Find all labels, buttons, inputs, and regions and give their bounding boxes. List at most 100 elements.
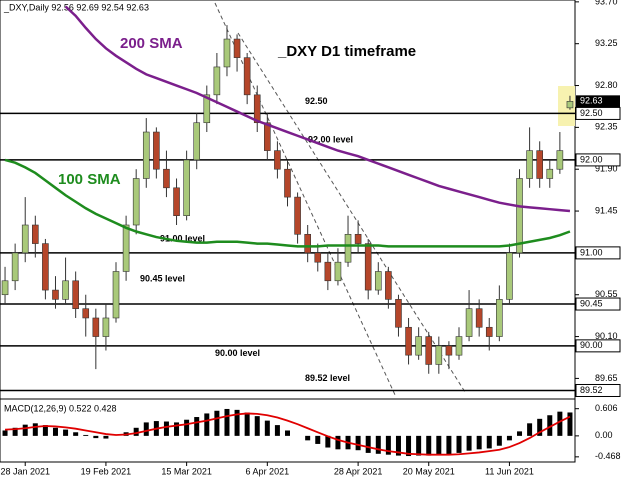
candle-body (122, 224, 130, 272)
candle-body (455, 336, 463, 356)
candle-body (233, 38, 241, 58)
price-box (575, 106, 621, 120)
macd-bar (395, 435, 401, 456)
candle-body (516, 178, 523, 254)
candle-body (264, 122, 271, 151)
macd-bar (557, 411, 563, 436)
candle-body (32, 224, 39, 244)
candle-body (193, 122, 201, 161)
candle-body (243, 57, 251, 96)
macd-bar (517, 431, 523, 436)
candle-body (546, 168, 554, 179)
candle-body (112, 271, 120, 319)
macd-bar (204, 413, 210, 436)
candle-body (52, 289, 59, 300)
candle-body (42, 243, 49, 291)
macd-bar (426, 435, 432, 456)
y-tick-label: 0.00 (595, 430, 613, 440)
price-box (575, 383, 621, 397)
macd-bar (163, 421, 169, 436)
macd-bar (52, 427, 58, 436)
candle-body (445, 345, 453, 356)
price-box (575, 246, 621, 260)
chart-title: _DXY D1 timeframe (277, 43, 416, 60)
price-label: 92.00 (580, 154, 603, 164)
series-label: 100 SMA (58, 171, 121, 188)
macd-bar (103, 435, 109, 439)
y-tick-label: 89.65 (595, 373, 618, 383)
x-tick-label: 6 Apr 2021 (246, 466, 290, 476)
macd-bar (325, 435, 331, 448)
candle-body (173, 187, 180, 217)
candle-body (163, 168, 170, 189)
macd-bar (476, 435, 482, 450)
y-tick-label: 92.35 (595, 122, 618, 132)
macd-bar (416, 435, 422, 456)
macd-bar (527, 423, 533, 436)
candle-body (21, 224, 29, 254)
macd-bar (133, 427, 139, 436)
macd-bar (547, 415, 553, 436)
candle-body (82, 308, 90, 319)
price-label: 89.52 (580, 385, 603, 395)
candle-body (11, 252, 19, 282)
x-tick-label: 28 Apr 2021 (334, 466, 383, 476)
macd-bar (365, 435, 371, 453)
macd-bar (32, 423, 38, 436)
macd-bar (406, 435, 412, 457)
y-tick-label: 93.70 (595, 0, 618, 6)
plot-frame (0, 0, 576, 463)
level-annotation: 91.00 level (160, 233, 205, 243)
price-box (575, 339, 621, 353)
x-tick-label: 28 Jan 2021 (0, 466, 50, 476)
macd-bar (496, 435, 502, 446)
macd-bar (244, 412, 250, 436)
macd-bar (385, 435, 391, 455)
series-label: 200 SMA (120, 35, 183, 52)
y-tick-label: -0.468 (595, 451, 621, 461)
x-tick-label: 11 Jun 2021 (485, 466, 534, 476)
candle-body (324, 261, 332, 282)
candle-body (364, 243, 372, 291)
macd-bar (285, 430, 290, 436)
macd-bar (355, 435, 361, 451)
trend-line (237, 32, 466, 393)
macd-label: MACD(12,26,9) 0.522 0.428 (4, 403, 117, 413)
candle-body (102, 317, 110, 337)
candle-body (92, 317, 100, 337)
macd-bar (466, 435, 472, 451)
candle-body (62, 280, 69, 300)
candle-body (183, 159, 190, 217)
macd-bar (22, 424, 28, 436)
macd-bar (375, 435, 381, 454)
level-annotation: 90.45 level (140, 273, 185, 283)
macd-bar (12, 427, 18, 436)
y-tick-label: 91.45 (595, 205, 618, 215)
macd-bar (436, 435, 442, 456)
sma-line (64, 5, 571, 213)
macd-bar (174, 422, 180, 436)
candle-body (496, 299, 503, 337)
x-tick-label: 15 Mar 2021 (161, 466, 212, 476)
macd-bar (234, 409, 240, 436)
macd-bar (315, 435, 321, 444)
y-tick-label: 92.80 (595, 80, 618, 90)
macd-bar (335, 435, 341, 450)
level-annotation: 92.00 level (308, 134, 353, 144)
macd-bar (184, 419, 190, 436)
signal-line (5, 412, 571, 456)
macd-bar (214, 410, 220, 436)
candle-body (142, 131, 150, 179)
price-box (575, 297, 621, 311)
candle-body (132, 178, 140, 226)
macd-bar (264, 420, 270, 436)
candle-body (395, 299, 402, 328)
candle-body (374, 271, 382, 291)
x-tick-label: 19 Feb 2021 (81, 466, 132, 476)
y-tick-label: 93.25 (595, 38, 618, 48)
macd-bar (2, 430, 8, 436)
macd-bar (486, 435, 492, 449)
macd-bar (83, 434, 89, 436)
macd-bar (42, 425, 48, 436)
candle-body (304, 233, 311, 254)
